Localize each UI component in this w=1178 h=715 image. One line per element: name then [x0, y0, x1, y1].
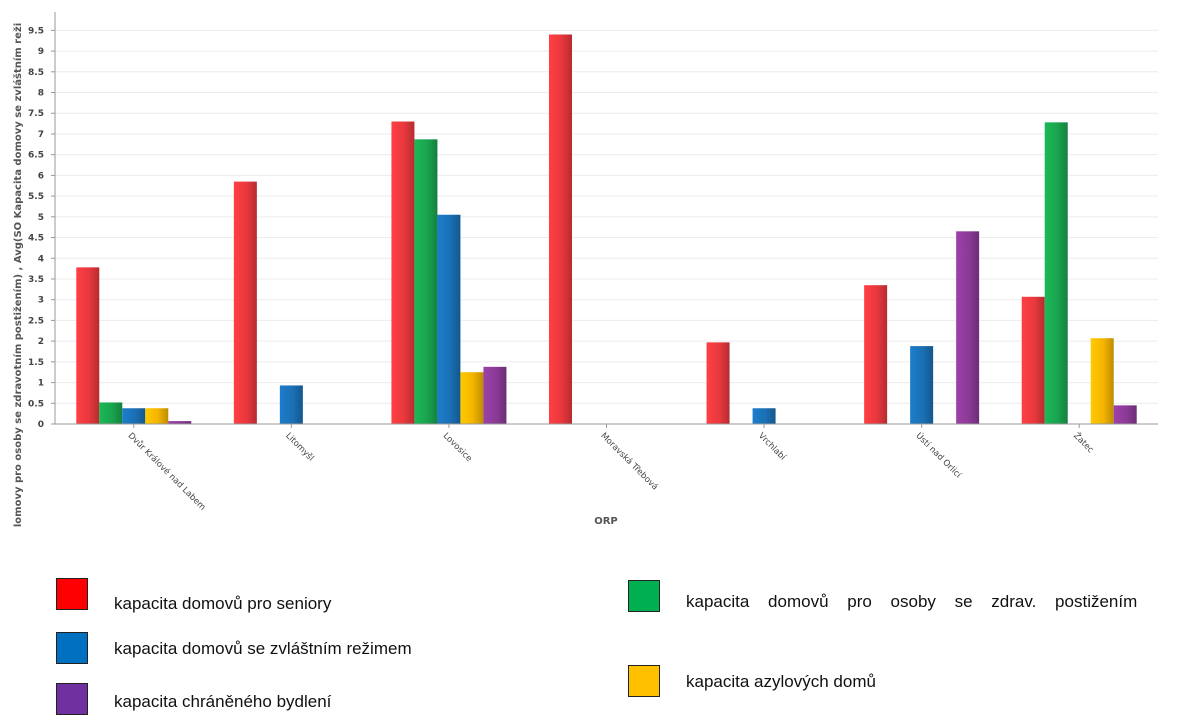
- x-axis-categories: Dvůr Králové nad Labem Litomyšl Lovosice Mo…: [126, 424, 1097, 513]
- y-axis-ticks: 0 0.5 1 1.5 2 2.5 3 3.5 4 4.5 5 5.5 6 6.5 7 7.5 8 8.5 9 9.5: [28, 26, 55, 430]
- bar-chart: 0 0.5 1 1.5 2 2.5 3 3.5 4 4.5 5 5.5 6 6.5 7 7.5 8 8.5 9 9.5…: [12, 12, 1158, 527]
- bar-vrchlabi-series-0: [706, 342, 730, 424]
- bar-lovosice-series-0: [391, 121, 415, 425]
- legend-item-asylum: kapacita azylových domů: [628, 665, 1148, 697]
- bar-lovosice-series-1: [414, 139, 438, 424]
- y-tick-label: 7: [38, 130, 44, 140]
- bar-zatec-series-4: [1113, 405, 1137, 424]
- bar-dvur-kralove-nad-labem-series-2: [122, 408, 146, 424]
- bar-vrchlabi-series-2: [752, 408, 776, 424]
- x-category-label-usti-nad-orlici: Ústí nad Orlicí: [914, 430, 965, 481]
- x-category-label-vrchlabi: Vrchlabí: [756, 431, 788, 463]
- y-tick-label: 8: [38, 89, 44, 99]
- bar-litomysl-series-0: [233, 181, 257, 424]
- x-category-label-dvur-kralove-nad-labem: Dvůr Králové nad Labem: [126, 430, 208, 512]
- bar-moravska-trebova-series-0: [549, 34, 572, 424]
- y-tick-label: 2: [38, 337, 44, 347]
- bar-lovosice-series-3: [460, 372, 484, 424]
- bar-usti-nad-orlici-series-2: [910, 346, 934, 424]
- y-tick-label: 0.5: [28, 399, 44, 409]
- legend-label-special-regime: kapacita domovů se zvláštním režimem: [114, 639, 412, 658]
- bar-litomysl-series-2: [279, 385, 303, 424]
- bar-usti-nad-orlici-series-0: [864, 285, 888, 424]
- bar-usti-nad-orlici-series-4: [956, 231, 980, 424]
- legend-label-asylum: kapacita azylových domů: [686, 672, 876, 691]
- bar-lovosice-series-4: [483, 366, 507, 424]
- x-category-label-lovosice: Lovosice: [441, 431, 474, 464]
- y-tick-label: 9: [38, 47, 44, 57]
- y-tick-label: 7.5: [28, 109, 44, 119]
- y-tick-label: 6.5: [28, 151, 44, 161]
- x-category-label-litomysl: Litomyšl: [283, 430, 316, 463]
- y-tick-label: 4: [38, 254, 44, 264]
- legend-label-sheltered-housing: kapacita chráněného bydlení: [114, 692, 332, 711]
- y-tick-label: 1: [38, 379, 44, 389]
- bar-dvur-kralove-nad-labem-series-0: [76, 267, 100, 424]
- bar-dvur-kralove-nad-labem-series-3: [145, 408, 169, 424]
- y-axis-title: lomovy pro osoby se zdravotním postižení…: [12, 23, 24, 527]
- bar-dvur-kralove-nad-labem-series-1: [99, 402, 123, 424]
- bar-lovosice-series-2: [437, 214, 461, 424]
- y-tick-label: 5: [38, 213, 44, 223]
- x-category-label-moravska-trebova: Moravská Třebová: [598, 431, 659, 492]
- legend-swatch-sheltered-housing: [56, 683, 88, 715]
- bar-zatec-series-3: [1090, 338, 1114, 424]
- y-tick-label: 5.5: [28, 192, 44, 202]
- legend-label-seniors: kapacita domovů pro seniory: [114, 594, 332, 613]
- y-tick-label: 1.5: [28, 358, 44, 368]
- x-axis-title: ORP: [594, 516, 618, 527]
- y-tick-label: 4.5: [28, 234, 44, 244]
- legend-item-sheltered-housing: kapacita chráněného bydlení: [56, 683, 496, 715]
- y-tick-label: 0: [38, 420, 44, 430]
- legend-item-special-regime: kapacita domovů se zvláštním režimem: [56, 632, 516, 664]
- legend-swatch-seniors: [56, 578, 88, 610]
- legend-label-disabled: kapacita domovů pro osoby se zdrav. post…: [686, 592, 1138, 611]
- legend-swatch-asylum: [628, 665, 660, 697]
- y-tick-label: 9.5: [28, 26, 44, 36]
- legend-item-seniors: kapacita domovů pro seniory: [56, 578, 496, 614]
- bar-zatec-series-0: [1021, 296, 1045, 424]
- gridlines: [55, 29, 1158, 404]
- y-tick-label: 3.5: [28, 275, 44, 285]
- y-tick-label: 8.5: [28, 68, 44, 78]
- bar-dvur-kralove-nad-labem-series-4: [168, 421, 192, 424]
- bars: [76, 34, 1137, 425]
- legend-swatch-special-regime: [56, 632, 88, 664]
- bar-zatec-series-1: [1044, 122, 1068, 424]
- y-tick-label: 6: [38, 171, 44, 181]
- y-tick-label: 3: [38, 296, 44, 306]
- legend-swatch-disabled: [628, 580, 660, 612]
- y-tick-label: 2.5: [28, 316, 44, 326]
- x-category-label-zatec: Žatec: [1071, 430, 1097, 456]
- legend-item-disabled: kapacita domovů pro osoby se zdrav. post…: [628, 580, 1148, 613]
